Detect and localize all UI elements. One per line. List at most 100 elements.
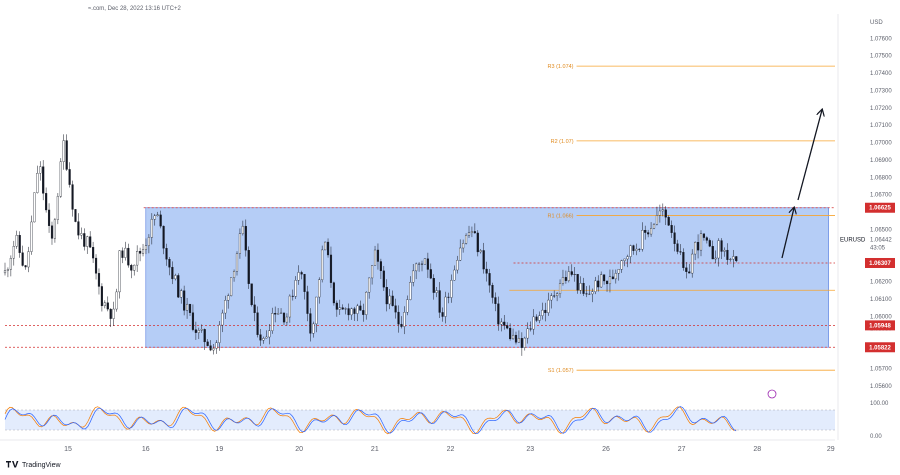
candle	[661, 209, 664, 212]
candle	[127, 247, 130, 266]
candle	[3, 270, 7, 274]
candle	[494, 297, 497, 304]
candle	[503, 321, 506, 326]
pivot-label: R3 (1.074)	[548, 64, 574, 70]
candle	[459, 247, 462, 261]
arrow-long	[797, 110, 822, 201]
candle	[218, 324, 221, 343]
candle	[564, 277, 567, 281]
candle	[47, 209, 51, 226]
candle	[400, 323, 403, 327]
candle	[350, 308, 353, 316]
brand-label: TradingView	[22, 462, 61, 469]
candle	[556, 293, 559, 297]
candle	[326, 241, 330, 256]
candle	[535, 316, 538, 321]
candle	[688, 271, 691, 274]
candle	[94, 257, 98, 274]
candle	[291, 295, 294, 297]
price-tag-bg	[865, 342, 895, 353]
candle	[729, 258, 732, 260]
candle	[279, 312, 283, 314]
time-tick-label: 21	[371, 446, 379, 453]
candle	[92, 247, 95, 259]
candle	[156, 214, 159, 217]
candle	[171, 267, 174, 280]
candle	[514, 334, 518, 343]
candle	[109, 308, 112, 319]
price-tag-label: 1.05948	[869, 323, 891, 329]
candle	[165, 248, 168, 260]
candle	[714, 257, 717, 260]
candle	[250, 283, 253, 306]
candle	[685, 267, 688, 272]
candle	[509, 327, 512, 340]
candle	[21, 252, 24, 266]
candle	[379, 261, 382, 272]
candle	[206, 341, 209, 346]
time-tick-label: 28	[753, 446, 761, 453]
candle	[397, 311, 400, 325]
candle	[667, 217, 670, 226]
lightning-icon[interactable]	[767, 389, 777, 399]
candle	[376, 249, 380, 262]
candle	[711, 246, 714, 260]
candle	[39, 166, 42, 174]
candle	[347, 308, 350, 316]
candle	[420, 263, 424, 265]
candle	[297, 272, 300, 281]
candle	[464, 235, 468, 244]
candle	[412, 270, 415, 283]
candle	[561, 277, 565, 284]
price-tick-label: 1.06000	[870, 314, 892, 320]
candle	[188, 303, 192, 313]
candle	[441, 312, 444, 317]
candle	[456, 260, 459, 271]
time-tick-label: 19	[215, 446, 223, 453]
candle	[306, 291, 309, 314]
price-tick-label: 1.06900	[870, 158, 892, 164]
candle	[318, 279, 321, 298]
candle	[300, 272, 303, 275]
candle	[86, 236, 89, 247]
candle	[262, 338, 265, 341]
candle	[9, 258, 12, 270]
price-tag-bg	[865, 202, 895, 213]
candle	[647, 232, 650, 235]
candle	[591, 291, 594, 295]
candle	[247, 250, 250, 284]
price-tick-label: 1.06700	[870, 193, 892, 199]
candle	[453, 269, 456, 281]
candle	[600, 274, 603, 288]
candle	[97, 273, 101, 287]
price-tick-label: 1.07300	[870, 88, 892, 94]
candle	[626, 256, 629, 260]
candle	[597, 280, 600, 288]
candle	[153, 215, 156, 220]
price-tick-label: 1.07500	[870, 54, 892, 60]
candle	[717, 240, 720, 259]
candle	[368, 277, 371, 293]
candle	[541, 309, 544, 316]
candle	[294, 280, 297, 297]
candle	[547, 299, 550, 314]
candle	[147, 237, 150, 246]
candle	[579, 283, 582, 291]
candle	[629, 245, 632, 257]
candle	[650, 228, 653, 235]
candle	[80, 233, 83, 236]
candle	[162, 225, 165, 249]
candle	[623, 258, 626, 261]
candle	[652, 224, 656, 229]
candle	[511, 334, 515, 340]
candle	[30, 221, 33, 252]
candle	[517, 338, 520, 343]
candle	[403, 312, 406, 327]
candle	[42, 166, 45, 194]
candle	[212, 348, 215, 351]
candle	[232, 271, 236, 278]
price-tick-label: 1.07000	[870, 141, 892, 147]
candle	[570, 271, 573, 275]
candle	[391, 295, 394, 306]
